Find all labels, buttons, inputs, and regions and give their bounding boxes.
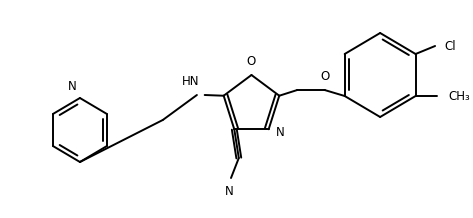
Text: CH₃: CH₃ <box>449 90 471 102</box>
Text: Cl: Cl <box>445 39 456 53</box>
Text: N: N <box>225 185 234 198</box>
Text: N: N <box>275 126 284 139</box>
Text: O: O <box>320 70 329 83</box>
Text: N: N <box>68 80 77 93</box>
Text: HN: HN <box>182 75 200 88</box>
Text: O: O <box>247 55 256 68</box>
